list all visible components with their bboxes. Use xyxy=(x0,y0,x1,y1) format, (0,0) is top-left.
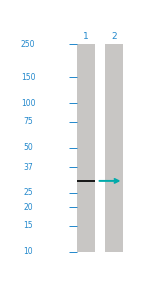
Text: 37: 37 xyxy=(23,163,33,172)
FancyBboxPatch shape xyxy=(105,44,123,252)
Text: 20: 20 xyxy=(23,202,33,212)
Text: 100: 100 xyxy=(21,99,35,108)
Text: 75: 75 xyxy=(23,117,33,126)
Text: 1: 1 xyxy=(83,32,89,41)
FancyBboxPatch shape xyxy=(77,44,95,252)
Text: 250: 250 xyxy=(21,40,35,49)
Text: 2: 2 xyxy=(111,32,117,41)
Text: 25: 25 xyxy=(23,188,33,197)
Text: 10: 10 xyxy=(23,247,33,256)
Text: 150: 150 xyxy=(21,73,35,82)
Text: 15: 15 xyxy=(23,221,33,230)
FancyBboxPatch shape xyxy=(77,180,95,182)
Text: 50: 50 xyxy=(23,144,33,152)
